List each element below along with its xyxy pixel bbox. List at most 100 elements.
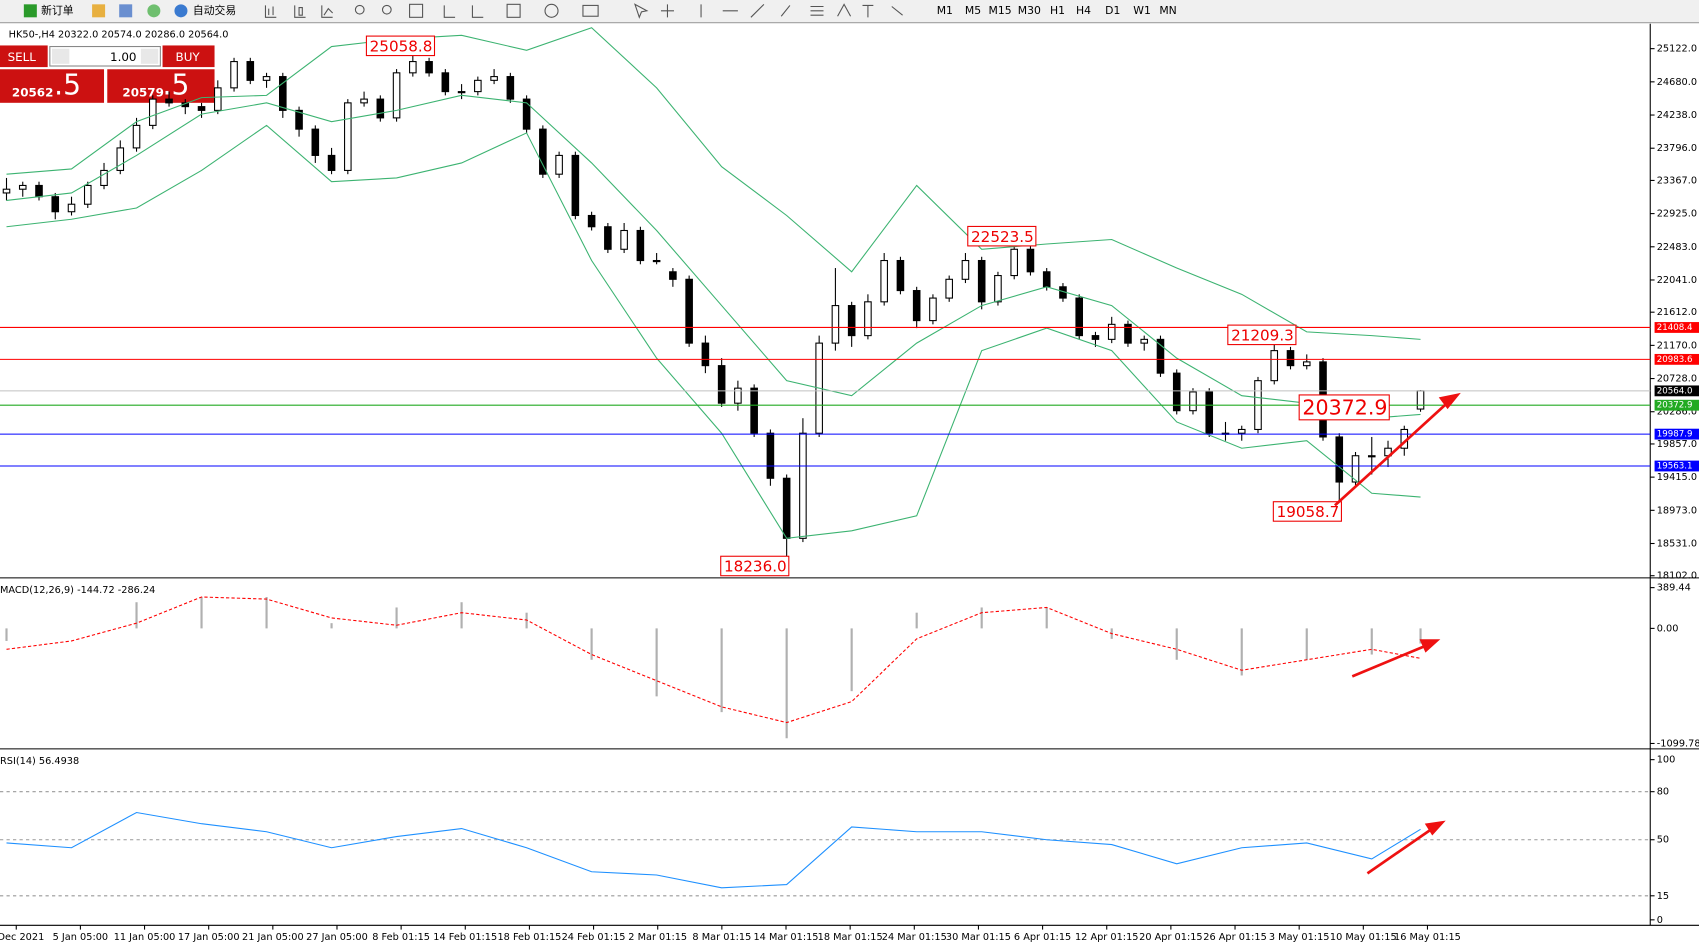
tool-icons[interactable] xyxy=(264,3,903,19)
y-tick-label: 22041.0 xyxy=(1657,275,1697,286)
indicator-title: RSI(14) 56.4938 xyxy=(0,756,79,767)
timeframe-button[interactable]: M5 xyxy=(965,4,981,17)
candle-body xyxy=(376,98,385,119)
candle-body xyxy=(1205,391,1214,434)
candle-body xyxy=(490,76,498,81)
volume-box[interactable] xyxy=(49,45,161,67)
y-tick-label: 23367.0 xyxy=(1657,175,1697,186)
candle-body xyxy=(1416,390,1425,410)
candle-body xyxy=(1302,361,1311,367)
auto-trading-button[interactable]: 自动交易 xyxy=(193,3,236,17)
y-tick-label: 21170.0 xyxy=(1657,340,1697,351)
bollinger-band xyxy=(6,94,1421,419)
candle-body xyxy=(701,342,710,367)
bid-box[interactable] xyxy=(0,69,105,103)
candle-body xyxy=(474,79,482,93)
trade-panel: SELL 1.00 BUY 20562 .5 20579 .5 xyxy=(0,45,215,103)
volume-down[interactable] xyxy=(52,48,70,64)
x-tick-label: 14 Mar 01:15 xyxy=(753,932,818,943)
candle-body xyxy=(1010,248,1018,277)
y-tick-label: 22483.0 xyxy=(1657,242,1697,253)
y-tick-label: 25122.0 xyxy=(1657,44,1697,55)
sell-label[interactable]: SELL xyxy=(8,50,37,64)
candle-body xyxy=(766,432,775,479)
y-tick-label: 389.44 xyxy=(1657,583,1691,594)
y-tick-label: 20286.0 xyxy=(1657,407,1697,418)
new-order-button[interactable]: 新订单 xyxy=(41,3,74,17)
timeframe-button[interactable]: M30 xyxy=(1018,4,1041,17)
y-tick-label: 24238.0 xyxy=(1657,110,1697,121)
buy-label[interactable]: BUY xyxy=(176,50,201,64)
x-tick-label: 17 Jan 05:00 xyxy=(178,932,240,943)
candle-body xyxy=(1286,350,1295,367)
annotation-box xyxy=(1227,324,1297,346)
volume-up[interactable] xyxy=(140,48,159,64)
candle-body xyxy=(1091,335,1100,340)
auto-trading-icon[interactable] xyxy=(174,4,188,18)
annotation-label: 19058.7 xyxy=(1277,503,1340,521)
x-tick-label: 14 Feb 01:15 xyxy=(433,932,497,943)
candle-body xyxy=(994,275,1002,303)
level-label: 21408.4 xyxy=(1657,323,1693,333)
timeframe-button[interactable]: H4 xyxy=(1076,4,1091,17)
timeframe-button[interactable]: D1 xyxy=(1105,4,1120,17)
tool-icon[interactable] xyxy=(92,4,106,18)
candle-body xyxy=(750,387,758,434)
candle-body xyxy=(685,278,693,344)
y-tick-label: 15 xyxy=(1657,891,1669,902)
candle-body xyxy=(441,72,450,93)
ask-price[interactable]: 20579 xyxy=(122,86,163,100)
x-tick-label: 27 Jan 05:00 xyxy=(306,932,368,943)
candle-body xyxy=(1237,428,1246,434)
candle-body xyxy=(344,102,352,171)
candle-body xyxy=(392,72,401,119)
x-tick-label: 8 Feb 01:15 xyxy=(372,932,430,943)
level-tag xyxy=(1654,460,1699,472)
y-tick-label: 21612.0 xyxy=(1657,307,1697,318)
candle-body xyxy=(409,61,417,74)
candle-body xyxy=(1172,372,1181,412)
tool-icon[interactable] xyxy=(147,4,161,18)
timeframe-button[interactable]: W1 xyxy=(1133,4,1151,17)
level-label: 19987.9 xyxy=(1657,430,1693,440)
candle-body xyxy=(360,98,368,104)
candle-body xyxy=(246,61,255,81)
annotation-label: 21209.3 xyxy=(1231,326,1294,344)
x-tick-label: 3 May 01:15 xyxy=(1269,932,1330,943)
y-tick-label: 50 xyxy=(1657,835,1669,846)
timeframe-button[interactable]: M1 xyxy=(937,4,953,17)
bid-pips[interactable]: .5 xyxy=(54,69,81,102)
y-tick-label: 20728.0 xyxy=(1657,374,1697,385)
bid-price[interactable]: 20562 xyxy=(12,86,53,100)
candle-body xyxy=(1156,338,1165,374)
candle-body xyxy=(896,259,905,292)
ask-pips[interactable]: .5 xyxy=(163,69,190,102)
macd-signal xyxy=(6,596,1421,724)
timeframe-button[interactable]: MN xyxy=(1159,4,1176,17)
candle-body xyxy=(2,188,11,194)
candle-body xyxy=(977,259,986,303)
candle-body xyxy=(279,76,287,111)
new-order-icon[interactable] xyxy=(23,4,37,18)
candle-body xyxy=(912,290,921,322)
buy-button[interactable] xyxy=(162,45,215,68)
candle-body xyxy=(1026,248,1035,273)
candle-body xyxy=(669,271,677,280)
candle-body xyxy=(571,154,580,217)
volume-value[interactable]: 1.00 xyxy=(110,50,137,64)
candle-body xyxy=(1351,455,1360,483)
candle-body xyxy=(961,259,970,280)
indicator-title: MACD(12,26,9) -144.72 -286.24 xyxy=(0,585,155,596)
sell-button[interactable] xyxy=(0,45,48,68)
candle-body xyxy=(799,432,807,539)
x-tick-label: 10 May 01:15 xyxy=(1330,932,1397,943)
candle-body xyxy=(555,154,563,175)
timeframe-button[interactable]: M15 xyxy=(989,4,1012,17)
ask-box[interactable] xyxy=(107,69,215,103)
tool-icon[interactable] xyxy=(119,4,133,18)
y-tick-label: 80 xyxy=(1657,787,1669,798)
timeframe-button[interactable]: H1 xyxy=(1050,4,1065,17)
candle-body xyxy=(457,91,466,94)
candle-body xyxy=(717,365,726,404)
y-tick-label: -1099.78 xyxy=(1657,738,1699,749)
